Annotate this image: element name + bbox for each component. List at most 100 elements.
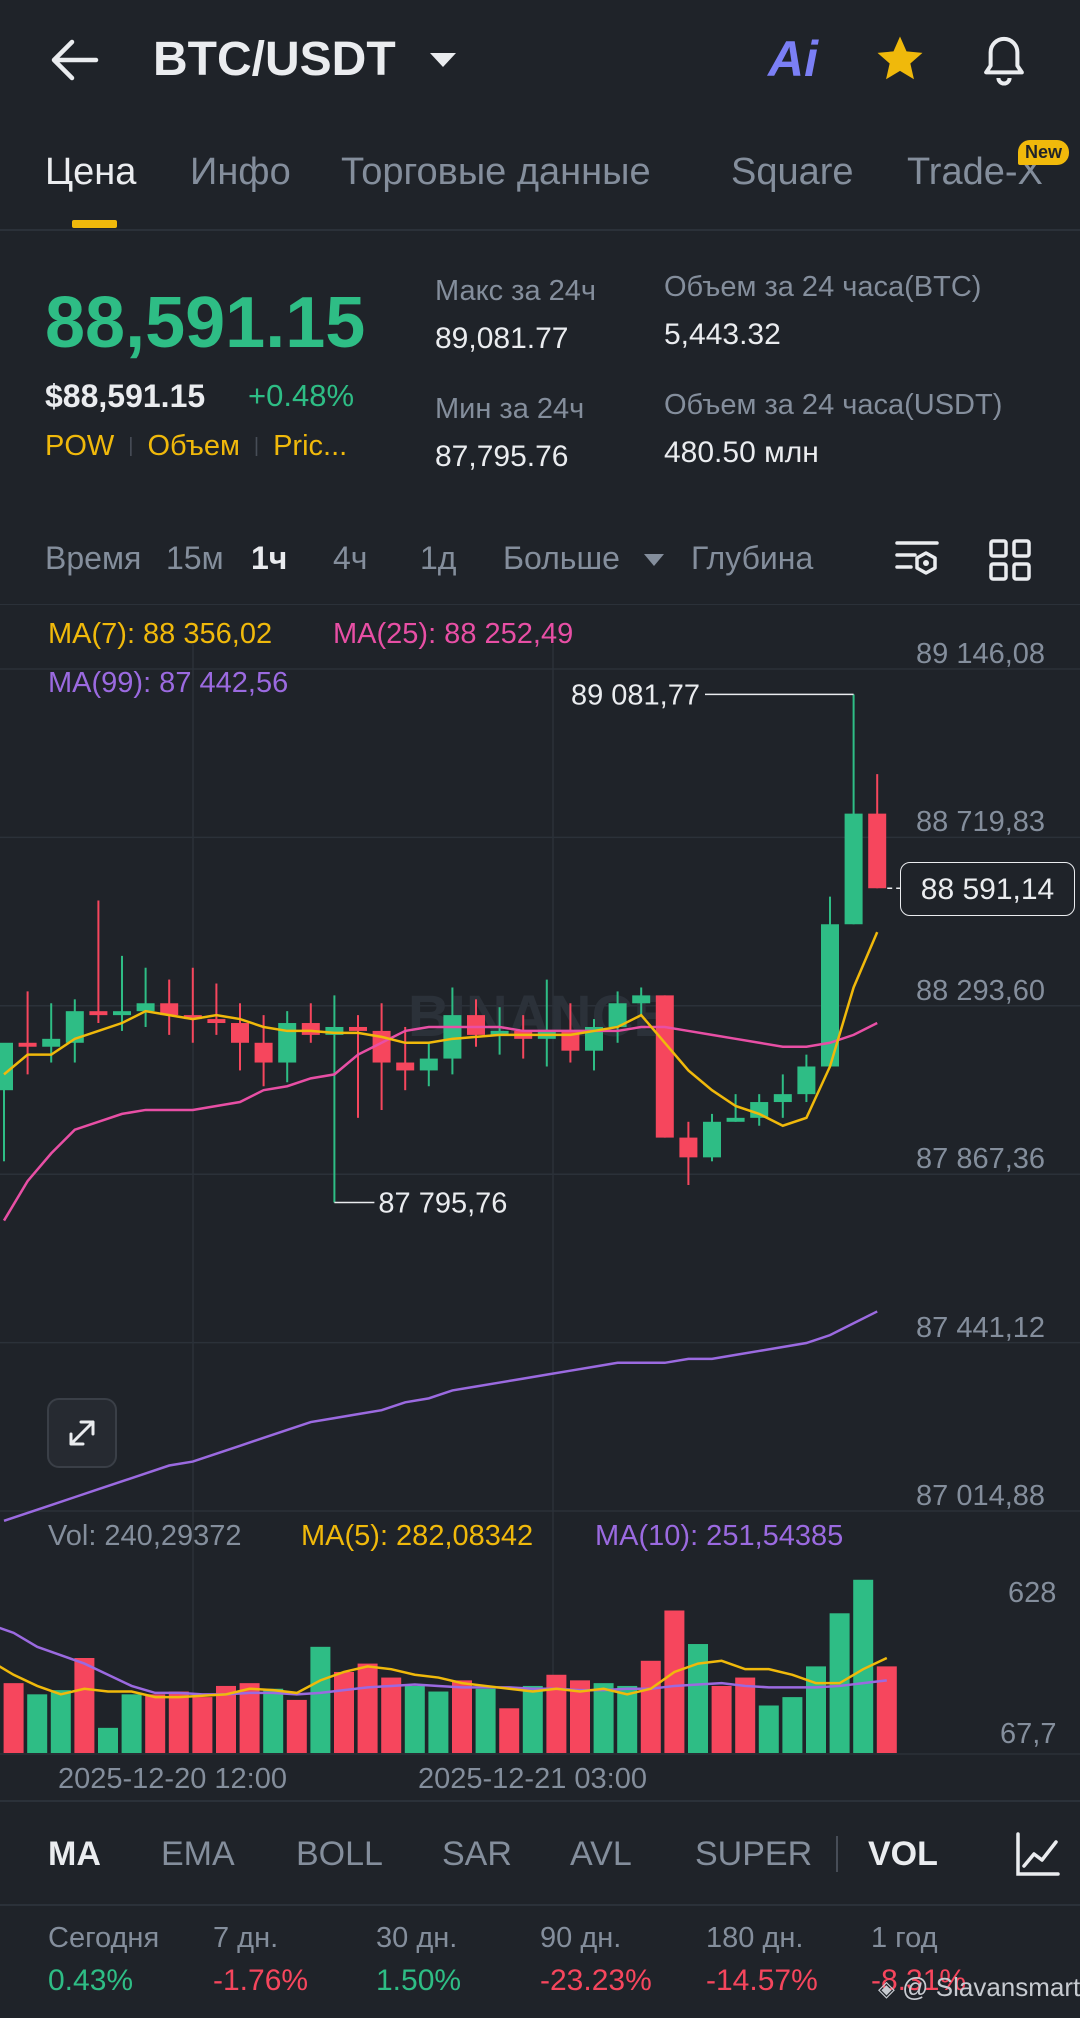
candle bbox=[797, 1066, 816, 1095]
perf-label: 90 дн. bbox=[540, 1922, 622, 1954]
candle bbox=[160, 1003, 179, 1016]
interval-1h[interactable]: 1ч bbox=[251, 540, 288, 576]
vol-usdt-label: Объем за 24 часа(USDT) bbox=[664, 389, 1003, 421]
tag-pow[interactable]: POW bbox=[45, 430, 115, 462]
expand-chart-button[interactable] bbox=[47, 1398, 117, 1468]
indicator-super[interactable]: SUPER bbox=[695, 1835, 813, 1873]
bell-icon[interactable] bbox=[976, 30, 1032, 88]
watermark-text: @ Slavansmart bbox=[902, 1972, 1080, 2002]
candle bbox=[703, 1121, 721, 1158]
ai-assistant-icon[interactable]: Ai bbox=[768, 31, 818, 87]
tab-info[interactable]: Инфо bbox=[190, 151, 291, 193]
tag-price[interactable]: Pric... bbox=[273, 430, 348, 462]
volume-bar bbox=[452, 1680, 472, 1753]
active-tab-indicator bbox=[72, 220, 117, 228]
top-bar: BTC/USDT Ai bbox=[0, 0, 1080, 125]
chart-settings-icon[interactable] bbox=[893, 537, 941, 581]
volume-label: Vol: 240,29372 bbox=[48, 1520, 242, 1552]
candle bbox=[632, 995, 651, 1004]
indicator-divider bbox=[836, 1836, 838, 1872]
caret-down-icon[interactable] bbox=[428, 50, 458, 70]
watermark-logo-icon: ◈ bbox=[878, 1976, 895, 2001]
user-watermark: ◈ @ Slavansmart bbox=[878, 1972, 1080, 2003]
indicator-vol[interactable]: VOL bbox=[868, 1835, 938, 1873]
indicator-boll[interactable]: BOLL bbox=[296, 1835, 383, 1873]
volume-bar bbox=[475, 1688, 496, 1753]
section-tabs: Цена Инфо Торговые данные Square Trade-X bbox=[0, 125, 1080, 231]
interval-15m[interactable]: 15м bbox=[166, 540, 224, 576]
candle bbox=[89, 1011, 108, 1016]
indicator-ma[interactable]: MA bbox=[48, 1835, 101, 1873]
tab-trading-data[interactable]: Торговые данные bbox=[341, 151, 651, 193]
candle bbox=[18, 1042, 37, 1047]
volume-bar bbox=[758, 1705, 779, 1753]
vol-btc-label: Объем за 24 часа(BTC) bbox=[664, 271, 982, 303]
interval-depth[interactable]: Глубина bbox=[691, 540, 814, 576]
perf-label: Сегодня bbox=[48, 1922, 160, 1954]
volume-bar bbox=[522, 1685, 543, 1753]
price-change-percent: +0.48% bbox=[248, 378, 355, 413]
expand-icon bbox=[69, 1420, 95, 1446]
separator: | bbox=[253, 435, 260, 457]
candle bbox=[844, 813, 863, 925]
candle bbox=[443, 1015, 462, 1059]
more-caret-icon[interactable] bbox=[643, 552, 665, 568]
high-24h-value: 89,081.77 bbox=[435, 322, 569, 355]
volume-bar bbox=[310, 1646, 331, 1753]
volume-bar bbox=[735, 1677, 756, 1753]
volume-bar bbox=[499, 1708, 520, 1753]
perf-value: 1.50% bbox=[376, 1964, 462, 1997]
volume-bar bbox=[711, 1685, 732, 1753]
candle bbox=[113, 1011, 131, 1016]
candle bbox=[467, 1015, 485, 1035]
last-price-tag: 88 591,14 bbox=[900, 862, 1075, 916]
candle bbox=[231, 1023, 249, 1043]
indicator-ema[interactable]: EMA bbox=[161, 1835, 235, 1873]
tab-price[interactable]: Цена bbox=[45, 151, 137, 193]
pair-title[interactable]: BTC/USDT bbox=[153, 33, 396, 86]
interval-1d[interactable]: 1д bbox=[420, 540, 457, 576]
perf-label: 7 дн. bbox=[213, 1922, 279, 1954]
volume-bar bbox=[263, 1688, 284, 1753]
ma7-line bbox=[3, 931, 879, 1128]
favorite-star-icon[interactable] bbox=[872, 32, 928, 86]
volume-bar bbox=[876, 1666, 897, 1753]
volume-bar bbox=[74, 1658, 95, 1753]
volume-bar bbox=[357, 1663, 378, 1753]
indicator-avl[interactable]: AVL bbox=[570, 1835, 632, 1873]
interval-4h[interactable]: 4ч bbox=[333, 540, 368, 576]
volume-bar bbox=[216, 1685, 236, 1753]
back-arrow-icon[interactable] bbox=[48, 38, 100, 82]
volume-bar bbox=[404, 1685, 425, 1753]
candle bbox=[349, 1026, 367, 1031]
volume-bar bbox=[664, 1610, 685, 1753]
perf-value: 0.43% bbox=[48, 1964, 134, 1997]
volume-bar bbox=[617, 1685, 638, 1753]
vol-btc-value: 5,443.32 bbox=[664, 318, 781, 351]
price-usd: $88,591.15 bbox=[45, 378, 206, 414]
ma99-line bbox=[3, 1310, 878, 1523]
volume-bar bbox=[98, 1727, 118, 1753]
indicator-settings-button[interactable] bbox=[990, 1810, 1080, 1898]
perf-value: -23.23% bbox=[540, 1964, 652, 1997]
indicator-chart-icon bbox=[1016, 1832, 1060, 1876]
low-marker-label: 87 795,76 bbox=[378, 1187, 507, 1219]
indicator-sar[interactable]: SAR bbox=[442, 1835, 512, 1873]
interval-time[interactable]: Время bbox=[45, 540, 142, 576]
volume-bar bbox=[3, 1683, 24, 1753]
grid-layout-icon[interactable] bbox=[988, 538, 1032, 582]
candle bbox=[207, 1019, 226, 1024]
tag-volume[interactable]: Объем bbox=[147, 430, 240, 462]
separator: | bbox=[128, 435, 134, 457]
candle bbox=[396, 1062, 415, 1071]
candle bbox=[65, 1011, 84, 1043]
ma25-line bbox=[2, 1021, 878, 1222]
tab-square[interactable]: Square bbox=[731, 151, 854, 193]
volume-bar bbox=[121, 1694, 142, 1753]
time-axis-label: 2025-12-21 03:00 bbox=[418, 1763, 647, 1795]
high-24h-label: Макс за 24ч bbox=[435, 275, 597, 307]
interval-more[interactable]: Больше bbox=[503, 540, 620, 576]
low-24h-value: 87,795.76 bbox=[435, 440, 569, 473]
volume-bar bbox=[782, 1697, 803, 1753]
